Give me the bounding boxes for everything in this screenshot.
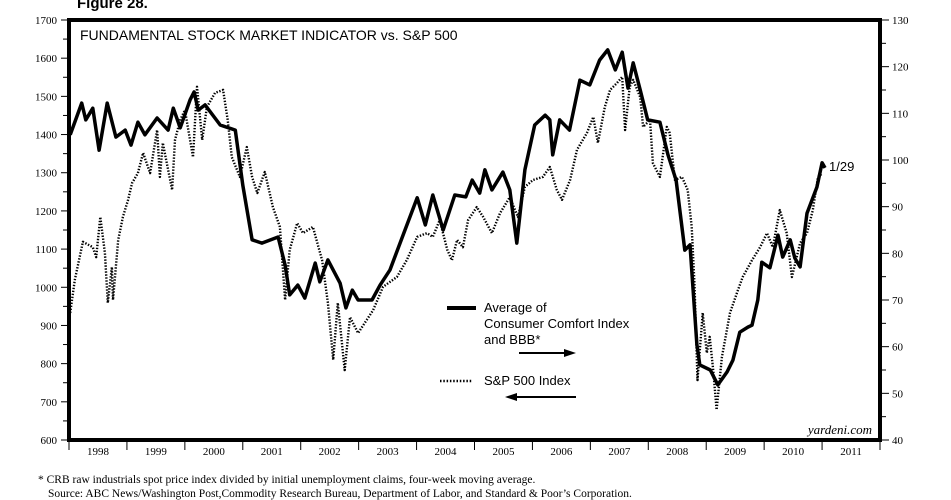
series-layer	[68, 48, 827, 411]
sp500-line	[69, 75, 824, 411]
arrow-left-icon	[505, 393, 576, 401]
legend-label-line1: Average of	[484, 300, 547, 315]
arrow-right-icon	[519, 349, 576, 357]
left-axis-tick-label: 700	[41, 397, 58, 409]
consumer-comfort-bbb-line	[68, 48, 827, 387]
x-axis-tick-label: 2009	[724, 446, 747, 458]
legend: Average of Consumer Comfort Index and BB…	[440, 300, 630, 401]
left-axis-tick-label: 1200	[35, 206, 58, 218]
x-axis-tick-label: 2011	[840, 446, 862, 458]
footnote: * CRB raw industrials spot price index d…	[38, 474, 535, 486]
right-axis-tick-label: 50	[892, 388, 904, 400]
right-axis-tick-label: 100	[892, 155, 909, 167]
plot-frame	[67, 18, 882, 442]
left-axis-tick-label: 1300	[35, 168, 58, 180]
x-axis-tick-label: 2007	[608, 446, 631, 458]
left-axis-tick-label: 900	[41, 320, 58, 332]
left-axis-tick-label: 1700	[35, 15, 58, 27]
x-axis-tick-label: 2010	[782, 446, 805, 458]
legend-label-sp500: S&P 500 Index	[484, 373, 571, 388]
right-axis-tick-label: 130	[892, 15, 909, 27]
right-axis-tick-label: 120	[892, 62, 909, 74]
left-axis-tick-label: 1100	[35, 244, 57, 256]
x-axis-tick-label: 2003	[377, 446, 400, 458]
left-axis-tick-label: 600	[41, 435, 58, 447]
x-axis-tick-label: 2000	[203, 446, 226, 458]
legend-label-line2: Consumer Comfort Index	[484, 316, 630, 331]
left-axis-tick-label: 1500	[35, 91, 58, 103]
x-axis-tick-label: 2004	[435, 446, 458, 458]
right-axis-tick-label: 60	[892, 342, 904, 354]
x-axis-tick-label: 1998	[87, 446, 110, 458]
chart-title: FUNDAMENTAL STOCK MARKET INDICATOR vs. S…	[80, 27, 458, 43]
right-axis-tick-label: 40	[892, 435, 904, 447]
left-axis-tick-label: 800	[41, 359, 58, 371]
x-axis-tick-label: 2002	[319, 446, 341, 458]
x-axis-tick-label: 2001	[261, 446, 283, 458]
figure-label: Figure 28.	[77, 0, 148, 12]
watermark: yardeni.com	[806, 422, 872, 437]
x-axis-tick-label: 2006	[550, 446, 573, 458]
right-axis-tick-label: 90	[892, 202, 904, 214]
legend-label-line3: and BBB*	[484, 332, 540, 347]
left-axis-tick-label: 1600	[35, 53, 58, 65]
x-axis-tick-label: 2008	[666, 446, 689, 458]
left-axis-tick-label: 1000	[35, 282, 58, 294]
right-axis-tick-label: 70	[892, 295, 904, 307]
left-axis-tick-label: 1400	[35, 130, 58, 142]
x-axis-tick-label: 1999	[145, 446, 168, 458]
right-axis-tick-label: 110	[892, 108, 909, 120]
source-note: Source: ABC News/Washington Post,Commodi…	[48, 488, 632, 500]
x-axis-tick-label: 2005	[492, 446, 515, 458]
right-axis-tick-label: 80	[892, 248, 904, 260]
end-date-label: 1/29	[829, 159, 854, 174]
